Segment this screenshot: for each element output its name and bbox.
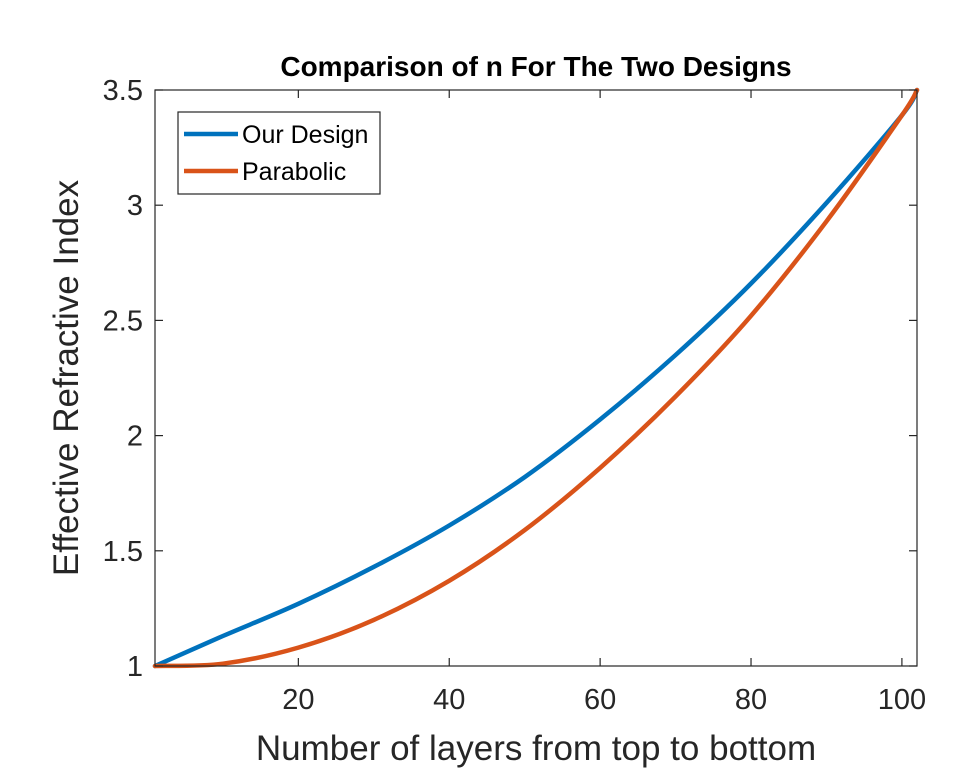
- y-tick-label: 1.5: [103, 536, 143, 568]
- x-tick-label: 80: [735, 684, 767, 716]
- x-axis-label: Number of layers from top to bottom: [256, 729, 816, 768]
- chart-title: Comparison of n For The Two Designs: [280, 51, 791, 82]
- legend-label-2: Parabolic: [242, 158, 346, 186]
- legend: Our Design Parabolic: [177, 111, 381, 195]
- ticks-layer: 20 40 60 80 100 1 1.5 2 2.5 3 3.5: [103, 75, 926, 716]
- x-tick-label: 60: [584, 684, 616, 716]
- series-line-2: [152, 87, 920, 669]
- axes-box: [154, 89, 918, 667]
- y-tick-label: 1: [127, 651, 143, 683]
- y-tick-label: 2.5: [103, 305, 143, 337]
- series-layer: [152, 87, 920, 669]
- y-axis-label: Effective Refractive Index: [47, 179, 86, 576]
- x-tick-label: 20: [282, 684, 314, 716]
- y-tick-label: 3.5: [103, 75, 143, 107]
- y-tick-label: 3: [127, 190, 143, 222]
- legend-box: [177, 111, 381, 195]
- legend-label-1: Our Design: [242, 121, 368, 149]
- y-tick-label: 2: [127, 421, 143, 453]
- x-tick-label: 40: [433, 684, 465, 716]
- series-line-1: [152, 87, 920, 669]
- x-tick-label: 100: [878, 684, 926, 716]
